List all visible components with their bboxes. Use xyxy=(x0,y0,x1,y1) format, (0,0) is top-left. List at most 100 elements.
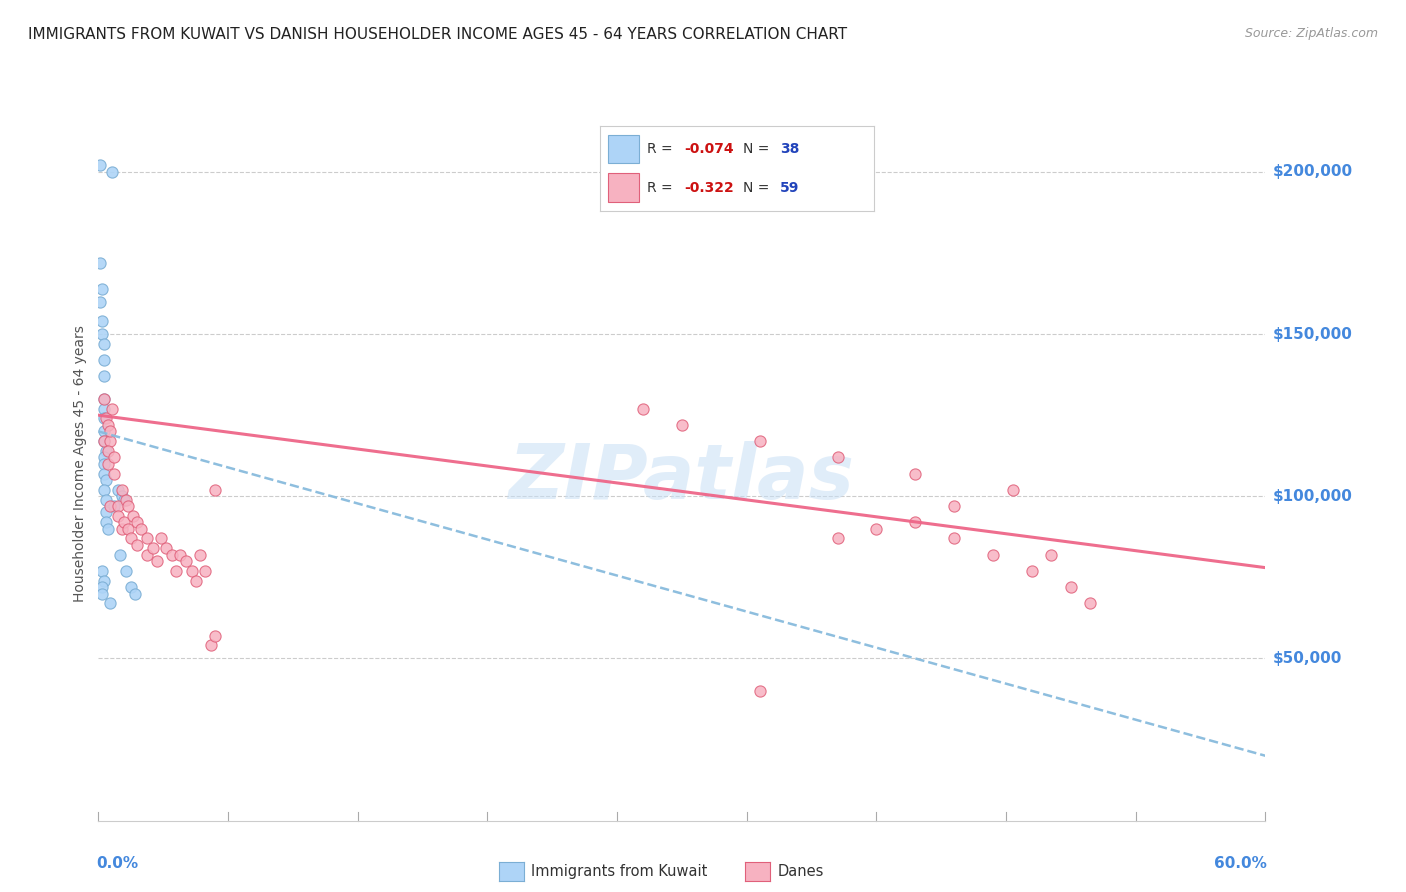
Point xyxy=(121,580,143,594)
Point xyxy=(97,417,120,432)
Point xyxy=(98,434,121,449)
Point xyxy=(748,684,770,698)
Y-axis label: Householder Income Ages 45 - 64 years: Householder Income Ages 45 - 64 years xyxy=(73,326,87,602)
Point xyxy=(1060,580,1083,594)
Point xyxy=(136,548,159,562)
Point xyxy=(93,369,115,384)
Point xyxy=(671,417,693,432)
Point xyxy=(98,499,121,513)
Point xyxy=(827,450,849,465)
Point xyxy=(904,467,927,481)
Point xyxy=(89,158,111,172)
Point xyxy=(204,629,226,643)
Point xyxy=(93,457,115,471)
Point xyxy=(111,483,134,497)
Point xyxy=(91,586,114,600)
Point xyxy=(93,434,115,449)
Point xyxy=(129,522,152,536)
Point xyxy=(748,434,770,449)
Text: 60.0%: 60.0% xyxy=(1215,856,1267,871)
Point xyxy=(101,165,124,179)
Point xyxy=(93,450,115,465)
Point xyxy=(96,506,118,520)
Text: Danes: Danes xyxy=(778,864,824,879)
Point xyxy=(89,294,111,309)
Text: $100,000: $100,000 xyxy=(1272,489,1353,504)
Point xyxy=(981,548,1004,562)
Point xyxy=(200,639,222,653)
Point xyxy=(169,548,191,562)
Point xyxy=(91,580,114,594)
Point xyxy=(93,425,115,439)
Point xyxy=(111,489,134,503)
Point xyxy=(136,532,159,546)
Point xyxy=(165,564,187,578)
Point xyxy=(103,450,125,465)
Point xyxy=(91,327,114,342)
Point xyxy=(112,492,135,507)
Point xyxy=(1021,564,1043,578)
Point xyxy=(91,314,114,328)
Point xyxy=(184,574,207,588)
Point xyxy=(96,473,118,487)
Point xyxy=(107,499,129,513)
Point xyxy=(98,425,121,439)
Point xyxy=(943,499,966,513)
Text: Immigrants from Kuwait: Immigrants from Kuwait xyxy=(531,864,707,879)
Point xyxy=(96,515,118,529)
Point xyxy=(93,353,115,368)
Point xyxy=(91,282,114,296)
Point xyxy=(93,411,115,425)
Text: $200,000: $200,000 xyxy=(1272,164,1353,179)
Point xyxy=(103,467,125,481)
Text: ZIPatlas: ZIPatlas xyxy=(509,442,855,515)
Point xyxy=(204,483,226,497)
Point xyxy=(127,538,149,552)
Point xyxy=(89,256,111,270)
Point xyxy=(93,401,115,416)
Point xyxy=(93,434,115,449)
Point xyxy=(96,411,118,425)
Point xyxy=(180,564,202,578)
Point xyxy=(162,548,184,562)
Point xyxy=(97,522,120,536)
Point xyxy=(98,596,121,610)
Point xyxy=(1040,548,1063,562)
Point xyxy=(108,548,131,562)
Point xyxy=(93,467,115,481)
Point xyxy=(194,564,217,578)
Point xyxy=(114,492,136,507)
Point xyxy=(103,499,125,513)
Point xyxy=(155,541,177,556)
Point xyxy=(91,564,114,578)
Point xyxy=(149,532,172,546)
Point xyxy=(97,457,120,471)
Point xyxy=(112,515,135,529)
Point xyxy=(114,564,136,578)
Point xyxy=(122,508,145,523)
Point xyxy=(93,392,115,406)
Point xyxy=(631,401,654,416)
Point xyxy=(107,508,129,523)
Text: $150,000: $150,000 xyxy=(1272,326,1353,342)
Point xyxy=(904,515,927,529)
Point xyxy=(142,541,165,556)
Point xyxy=(93,336,115,351)
Point xyxy=(111,522,134,536)
Point xyxy=(93,483,115,497)
Point xyxy=(865,522,887,536)
Point xyxy=(101,401,124,416)
Text: Source: ZipAtlas.com: Source: ZipAtlas.com xyxy=(1244,27,1378,40)
Point xyxy=(1001,483,1024,497)
Point xyxy=(107,483,129,497)
Point xyxy=(96,492,118,507)
Point xyxy=(174,554,197,568)
Point xyxy=(124,586,146,600)
Point xyxy=(827,532,849,546)
Text: IMMIGRANTS FROM KUWAIT VS DANISH HOUSEHOLDER INCOME AGES 45 - 64 YEARS CORRELATI: IMMIGRANTS FROM KUWAIT VS DANISH HOUSEHO… xyxy=(28,27,848,42)
Point xyxy=(93,574,115,588)
Point xyxy=(96,443,118,458)
Point xyxy=(146,554,169,568)
Point xyxy=(188,548,211,562)
Point xyxy=(117,499,139,513)
